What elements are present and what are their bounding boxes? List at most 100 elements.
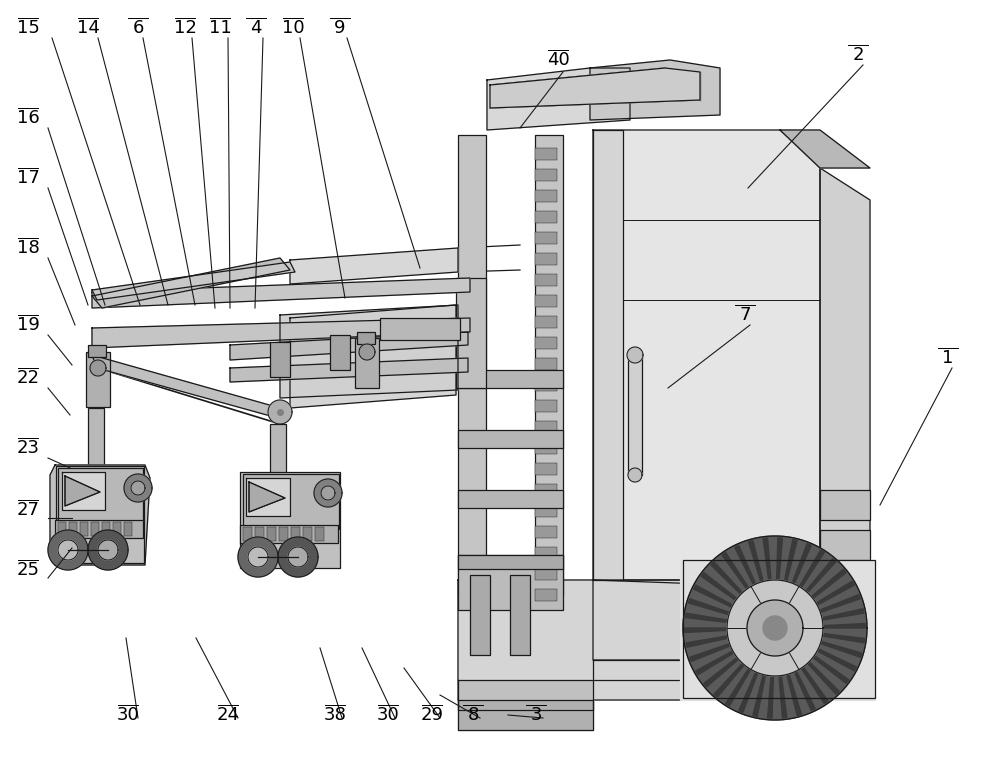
Polygon shape [817, 581, 854, 605]
Polygon shape [739, 673, 758, 713]
Polygon shape [590, 60, 720, 120]
Bar [124, 522, 132, 536]
Polygon shape [763, 616, 787, 640]
Text: 29: 29 [420, 706, 444, 724]
Polygon shape [290, 305, 456, 408]
Bar [88, 345, 106, 357]
Bar [683, 560, 875, 698]
Text: 18: 18 [17, 239, 39, 257]
Polygon shape [490, 68, 700, 108]
Text: 38: 38 [324, 706, 346, 724]
Bar [291, 527, 300, 541]
Polygon shape [795, 672, 815, 710]
Text: 30: 30 [117, 706, 139, 724]
Bar [456, 278, 486, 388]
Polygon shape [458, 680, 593, 710]
Polygon shape [779, 677, 787, 718]
Text: 30: 30 [377, 706, 399, 724]
Polygon shape [48, 530, 88, 570]
Polygon shape [701, 572, 736, 600]
Text: 6: 6 [132, 19, 144, 37]
Polygon shape [58, 540, 78, 560]
Bar [58, 468, 143, 523]
Polygon shape [278, 537, 318, 577]
Bar [458, 555, 563, 610]
Bar [240, 525, 338, 543]
Bar [820, 490, 870, 520]
Text: 19: 19 [17, 316, 39, 334]
Text: 11: 11 [209, 19, 231, 37]
Polygon shape [711, 562, 742, 594]
Polygon shape [780, 130, 870, 168]
Bar [535, 232, 557, 244]
Polygon shape [768, 677, 773, 718]
Polygon shape [800, 550, 824, 587]
Bar [628, 355, 642, 475]
Bar [535, 526, 557, 538]
Text: 22: 22 [16, 369, 40, 387]
Polygon shape [806, 559, 836, 592]
Bar [680, 560, 875, 700]
Bar [303, 527, 312, 541]
Bar [535, 442, 557, 454]
Bar [535, 169, 557, 181]
Bar [458, 370, 563, 388]
Bar [535, 295, 557, 307]
Text: 10: 10 [282, 19, 304, 37]
Polygon shape [686, 636, 727, 647]
Polygon shape [62, 472, 105, 510]
Bar [58, 522, 66, 536]
Polygon shape [92, 355, 285, 420]
Bar [535, 568, 557, 580]
Polygon shape [747, 600, 803, 656]
Polygon shape [627, 347, 643, 363]
Text: 16: 16 [17, 109, 39, 127]
Text: 23: 23 [16, 439, 40, 457]
Polygon shape [458, 700, 593, 730]
Polygon shape [690, 644, 730, 662]
Bar [535, 589, 557, 601]
Polygon shape [683, 536, 867, 720]
Polygon shape [821, 641, 862, 657]
Text: 40: 40 [547, 51, 569, 69]
Bar [535, 337, 557, 349]
Polygon shape [230, 358, 468, 382]
Bar [330, 335, 350, 370]
Text: 24: 24 [216, 706, 240, 724]
Bar [240, 472, 340, 568]
Polygon shape [749, 540, 763, 581]
Bar [243, 474, 339, 529]
Polygon shape [823, 609, 864, 620]
Polygon shape [92, 278, 470, 308]
Text: 25: 25 [16, 561, 40, 579]
Polygon shape [593, 660, 870, 680]
Text: 1: 1 [942, 349, 954, 367]
Bar [470, 575, 490, 655]
Bar [593, 130, 623, 580]
Bar [535, 421, 557, 433]
Polygon shape [714, 664, 744, 697]
Bar [535, 379, 557, 391]
Polygon shape [812, 569, 846, 598]
Polygon shape [735, 546, 755, 584]
Bar [535, 505, 557, 517]
Bar [535, 400, 557, 412]
Polygon shape [98, 540, 118, 560]
Text: 9: 9 [334, 19, 346, 37]
Bar [535, 135, 563, 595]
Bar [80, 522, 88, 536]
Polygon shape [685, 628, 726, 632]
Polygon shape [321, 486, 335, 500]
Text: 12: 12 [174, 19, 196, 37]
Polygon shape [248, 547, 268, 567]
Text: 3: 3 [530, 706, 542, 724]
Bar [113, 522, 121, 536]
Bar [458, 430, 563, 448]
Polygon shape [704, 658, 738, 687]
Bar [458, 490, 563, 508]
Polygon shape [131, 481, 145, 495]
Polygon shape [792, 543, 811, 583]
Polygon shape [280, 305, 458, 398]
Bar [535, 148, 557, 160]
Polygon shape [290, 248, 458, 284]
